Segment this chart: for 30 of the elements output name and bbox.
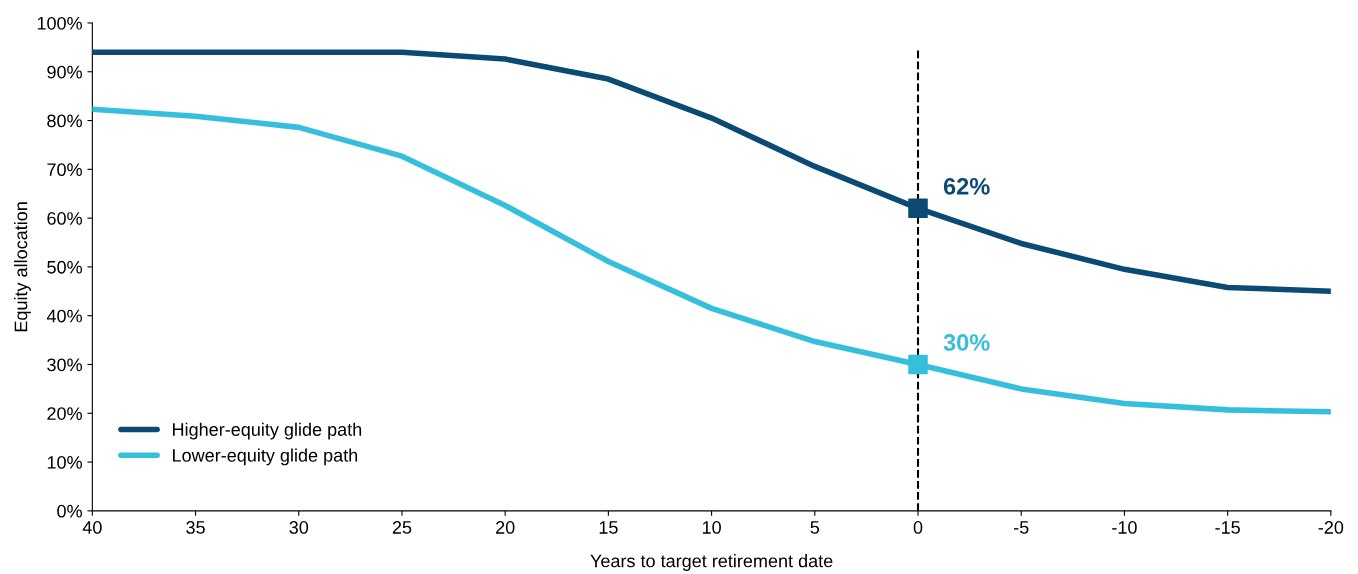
x-tick-label: 25 bbox=[392, 521, 412, 534]
y-tick-label: 90% bbox=[47, 65, 82, 79]
x-tick-label: 40 bbox=[82, 521, 102, 534]
y-tick-label: 0% bbox=[57, 504, 82, 518]
data-label: 30% bbox=[943, 334, 990, 351]
x-tick-label: 0 bbox=[913, 521, 923, 534]
x-tick-label: -15 bbox=[1215, 521, 1240, 534]
y-tick-label: 100% bbox=[37, 16, 82, 30]
y-tick-label: 30% bbox=[47, 358, 82, 372]
legend-label: Higher-equity glide path bbox=[173, 422, 362, 440]
x-tick-label: -20 bbox=[1318, 521, 1344, 534]
x-tick-label: 20 bbox=[496, 521, 515, 534]
x-tick-label: 30 bbox=[289, 521, 309, 534]
x-axis-title: Years to target retirement date bbox=[590, 554, 833, 571]
y-tick-label: 50% bbox=[47, 260, 82, 274]
y-tick-label: 10% bbox=[47, 456, 82, 469]
x-tick-label: 10 bbox=[702, 521, 721, 534]
y-tick-label: 80% bbox=[47, 114, 82, 128]
x-tick-label: 5 bbox=[810, 521, 820, 534]
y-tick-label: 40% bbox=[46, 309, 82, 323]
x-tick-label: -10 bbox=[1112, 521, 1137, 534]
y-tick-label: 20% bbox=[47, 407, 82, 420]
y-axis-title: Equity allocation bbox=[14, 202, 31, 332]
x-tick-label: 15 bbox=[599, 521, 618, 534]
legend-label: Lower-equity glide path bbox=[173, 448, 358, 466]
x-tick-label: -5 bbox=[1013, 521, 1029, 534]
x-tick-label: 35 bbox=[186, 521, 205, 534]
data-label: 62% bbox=[943, 177, 990, 195]
y-tick-label: 70% bbox=[47, 163, 82, 177]
y-tick-label: 60% bbox=[47, 212, 82, 225]
